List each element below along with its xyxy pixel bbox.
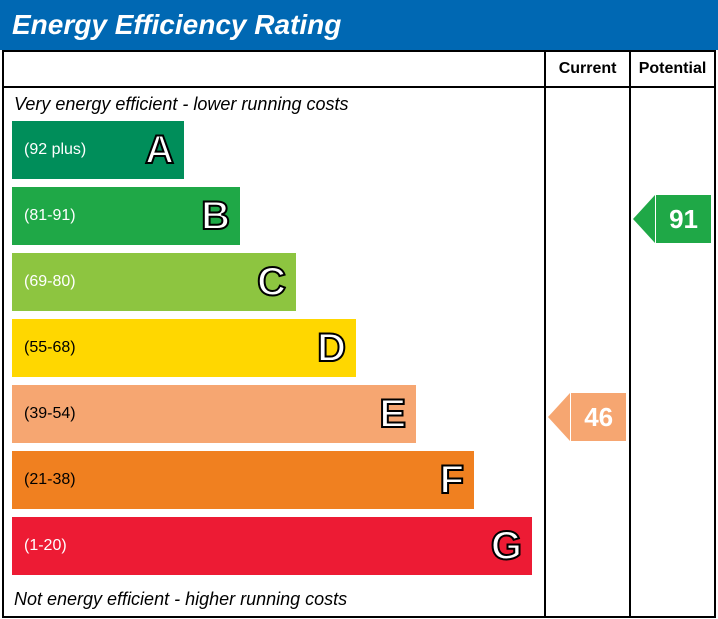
current-pointer-value: 46	[571, 393, 626, 441]
band-row-b: (81-91) B	[12, 187, 536, 249]
body-row: Very energy efficient - lower running co…	[3, 87, 715, 617]
band-bar-g: (1-20) G	[12, 517, 532, 575]
bands-area: (92 plus) A (81-91) B (69-80) C (55-68) D (39-54…	[4, 121, 544, 579]
band-letter-g: G	[491, 524, 522, 569]
band-range-d: (55-68)	[24, 339, 76, 357]
band-row-c: (69-80) C	[12, 253, 536, 315]
band-row-a: (92 plus) A	[12, 121, 536, 183]
current-pointer: 46	[548, 393, 626, 441]
band-letter-c: C	[257, 260, 286, 305]
band-bar-b: (81-91) B	[12, 187, 240, 245]
band-bar-c: (69-80) C	[12, 253, 296, 311]
band-letter-e: E	[379, 392, 406, 437]
band-range-f: (21-38)	[24, 471, 76, 489]
caption-top: Very energy efficient - lower running co…	[4, 88, 544, 121]
potential-pointer: 91	[633, 195, 711, 243]
epc-chart: Energy Efficiency Rating Current Potenti…	[0, 0, 718, 619]
header-potential: Potential	[630, 51, 715, 87]
band-bar-f: (21-38) F	[12, 451, 474, 509]
potential-pointer-value: 91	[656, 195, 711, 243]
band-row-f: (21-38) F	[12, 451, 536, 513]
band-bar-e: (39-54) E	[12, 385, 416, 443]
current-pointer-arrow-icon	[548, 393, 570, 441]
band-range-a: (92 plus)	[24, 141, 86, 159]
band-range-e: (39-54)	[24, 405, 76, 423]
band-row-g: (1-20) G	[12, 517, 536, 579]
epc-table: Current Potential Very energy efficient …	[2, 50, 716, 618]
title-bar: Energy Efficiency Rating	[0, 0, 718, 50]
band-range-g: (1-20)	[24, 537, 67, 555]
bands-cell: Very energy efficient - lower running co…	[3, 87, 545, 617]
band-range-c: (69-80)	[24, 273, 76, 291]
band-letter-d: D	[317, 326, 346, 371]
band-letter-a: A	[145, 128, 174, 173]
band-row-d: (55-68) D	[12, 319, 536, 381]
header-main	[3, 51, 545, 87]
title-text: Energy Efficiency Rating	[12, 9, 341, 41]
potential-column: 91	[630, 87, 715, 617]
band-row-e: (39-54) E	[12, 385, 536, 447]
header-row: Current Potential	[3, 51, 715, 87]
current-column: 46	[545, 87, 630, 617]
potential-pointer-arrow-icon	[633, 195, 655, 243]
header-current: Current	[545, 51, 630, 87]
band-range-b: (81-91)	[24, 207, 76, 225]
caption-bottom: Not energy efficient - higher running co…	[4, 583, 544, 616]
band-bar-a: (92 plus) A	[12, 121, 184, 179]
band-letter-f: F	[440, 458, 464, 503]
band-letter-b: B	[201, 194, 230, 239]
band-bar-d: (55-68) D	[12, 319, 356, 377]
